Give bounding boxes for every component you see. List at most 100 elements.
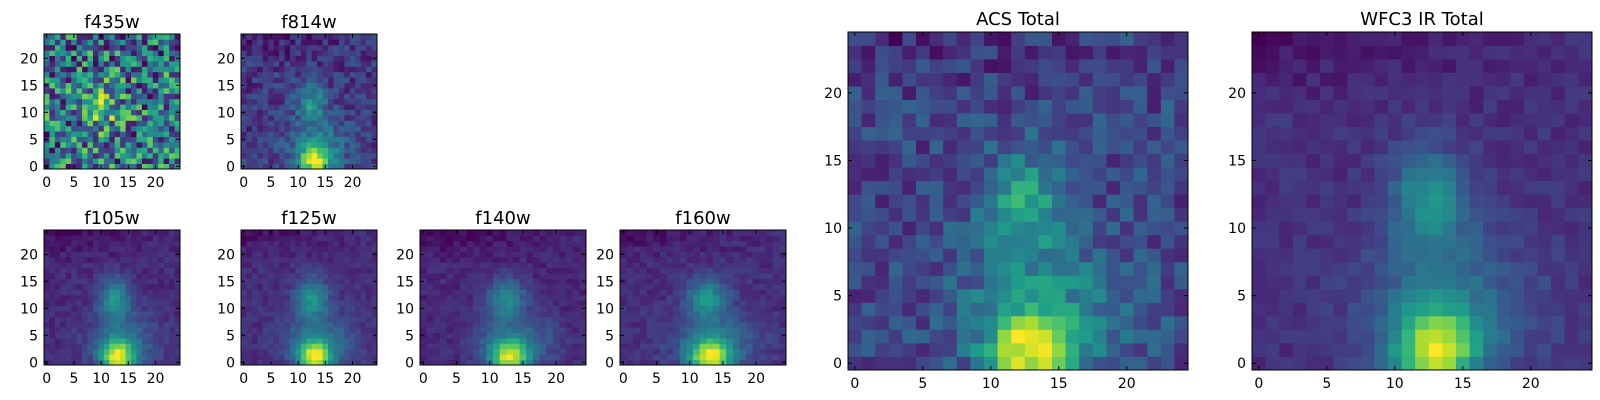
heatmap-cell <box>1160 113 1175 128</box>
heatmap-cell <box>103 109 110 116</box>
heatmap-cell <box>1374 207 1389 222</box>
heatmap-cell <box>1024 140 1039 155</box>
heatmap-cell <box>620 311 628 317</box>
heatmap-cell <box>579 262 587 269</box>
heatmap-cell <box>92 305 99 312</box>
heatmap-cell <box>371 246 378 252</box>
heatmap-cell <box>289 93 296 100</box>
heatmap-cell <box>752 311 760 317</box>
heatmap-cell <box>54 98 61 105</box>
heatmap-cell <box>546 240 554 247</box>
heatmap-cell <box>466 230 474 236</box>
heatmap-cell <box>317 273 323 279</box>
heatmap-cell <box>459 246 467 252</box>
heatmap-cell <box>666 316 674 323</box>
heatmap-cell <box>1564 275 1579 290</box>
heatmap-cell <box>719 321 727 328</box>
heatmap-cell <box>241 327 247 333</box>
heatmap-cell <box>970 45 985 60</box>
heatmap-cell <box>338 98 345 105</box>
heatmap-cell <box>902 221 917 236</box>
heatmap-cell <box>322 71 329 78</box>
heatmap-cell <box>861 32 876 46</box>
heatmap-cell <box>639 289 647 296</box>
heatmap-cell <box>546 230 554 236</box>
heatmap-cell <box>766 343 774 350</box>
heatmap-cell <box>49 284 56 290</box>
heatmap-cell <box>693 294 701 301</box>
heatmap-cell <box>552 300 560 306</box>
heatmap-cell <box>1374 329 1389 344</box>
heatmap-cell <box>169 147 175 154</box>
heatmap-cell <box>539 316 547 323</box>
heatmap-cell <box>639 327 647 333</box>
heatmap-cell <box>1401 194 1416 209</box>
heatmap-cell <box>506 300 514 306</box>
heatmap-cell <box>693 316 701 323</box>
heatmap-cell <box>1079 288 1094 303</box>
heatmap-cell <box>344 257 351 263</box>
heatmap-cell <box>300 246 307 252</box>
heatmap-cell <box>1320 302 1334 317</box>
heatmap-cell <box>241 316 247 323</box>
heatmap-cell <box>1524 302 1538 317</box>
heatmap-cell <box>366 82 372 89</box>
heatmap-cell <box>459 240 467 247</box>
heatmap-cell <box>60 93 67 100</box>
heatmap-cell <box>60 147 67 154</box>
heatmap-cell <box>311 152 318 159</box>
heatmap-cell <box>289 152 296 159</box>
heatmap-cell <box>666 273 674 279</box>
heatmap-cell <box>355 305 362 312</box>
heatmap-cell <box>1265 302 1280 317</box>
heatmap-cell <box>439 305 447 312</box>
heatmap-cell <box>82 55 88 62</box>
heatmap-cell <box>579 311 587 317</box>
heatmap-cell <box>92 240 99 247</box>
heatmap-cell <box>552 332 560 339</box>
heatmap-cell <box>929 153 944 168</box>
heatmap-cell <box>426 230 434 236</box>
heatmap-cell <box>71 343 78 350</box>
heatmap-cell <box>54 230 61 236</box>
heatmap-cell <box>693 300 701 306</box>
heatmap-cell <box>997 342 1012 357</box>
heatmap-cell <box>970 59 985 73</box>
heatmap-cell <box>861 126 876 141</box>
heatmap-cell <box>98 273 105 279</box>
heatmap-cell <box>257 284 264 290</box>
heatmap-cell <box>317 82 323 89</box>
heatmap-cell <box>746 289 754 296</box>
heatmap-cell <box>279 77 285 83</box>
heatmap-cell <box>970 207 985 222</box>
heatmap-cell <box>87 120 94 127</box>
heatmap-cell <box>322 88 329 94</box>
heatmap-cell <box>929 32 944 46</box>
heatmap-cell <box>1147 113 1162 128</box>
heatmap-cell <box>566 284 574 290</box>
heatmap-cell <box>997 248 1012 263</box>
heatmap-cell <box>646 267 654 274</box>
x-tick-label: 0 <box>239 371 248 387</box>
heatmap-cell <box>1428 261 1443 276</box>
heatmap-cell <box>49 109 56 116</box>
heatmap-cell <box>322 284 329 290</box>
heatmap-cell <box>273 109 280 116</box>
heatmap-cell <box>1106 315 1121 330</box>
heatmap-cell <box>1024 288 1039 303</box>
heatmap-cell <box>158 289 165 296</box>
heatmap-cell <box>360 115 367 121</box>
heatmap-cell <box>82 66 88 73</box>
heatmap-cell <box>459 267 467 274</box>
heatmap-cell <box>532 251 540 258</box>
heatmap-cell <box>360 246 367 252</box>
heatmap-cell <box>1442 180 1457 195</box>
heatmap-cell <box>446 262 454 269</box>
heatmap-cell <box>295 109 302 116</box>
heatmap-cell <box>317 163 323 170</box>
heatmap-cell <box>366 311 372 317</box>
heatmap-cell <box>552 235 560 242</box>
heatmap-cell <box>344 251 351 258</box>
heatmap-cell <box>620 321 628 328</box>
heatmap-cell <box>141 257 148 263</box>
